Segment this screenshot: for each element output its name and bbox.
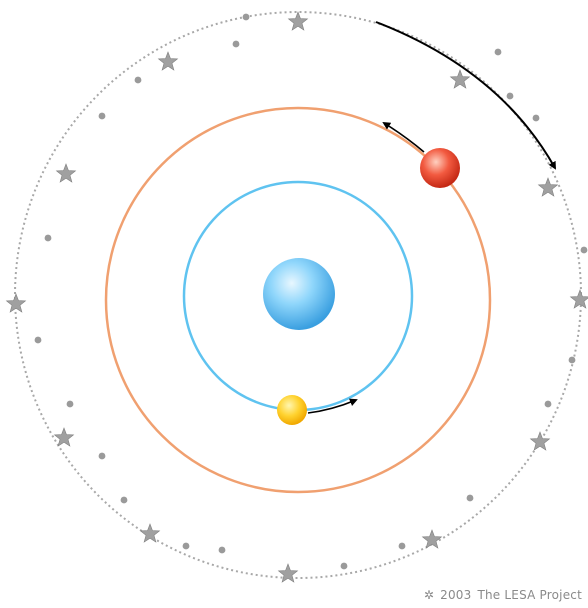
background-dot	[34, 336, 42, 344]
background-dot	[580, 246, 588, 254]
background-star-icon	[287, 11, 309, 31]
credit-year: 2003	[440, 588, 472, 602]
background-dot	[532, 114, 540, 122]
background-dot	[340, 562, 348, 570]
central-body-icon	[263, 258, 335, 330]
motion-arrow-icon	[307, 398, 358, 414]
background-stars	[5, 11, 588, 583]
motion-arrow-icon	[382, 121, 425, 153]
background-star-icon	[139, 523, 161, 543]
credit-line: ✲ 2003 The LESA Project	[424, 588, 582, 602]
motion-arrow-icon	[375, 21, 556, 170]
background-dot	[466, 494, 474, 502]
background-star-icon	[569, 289, 588, 309]
background-dot	[134, 76, 142, 84]
background-star-icon	[53, 427, 75, 447]
background-dot	[182, 542, 190, 550]
background-dot	[568, 356, 576, 364]
background-dot	[98, 452, 106, 460]
background-dot	[494, 48, 502, 56]
red-planet-icon	[420, 148, 460, 188]
background-dot	[232, 40, 240, 48]
background-dot	[120, 496, 128, 504]
background-dot	[398, 542, 406, 550]
background-dot	[66, 400, 74, 408]
background-dot	[544, 400, 552, 408]
credit-symbol-icon: ✲	[423, 588, 435, 602]
background-star-icon	[5, 293, 27, 313]
yellow-planet-icon	[277, 395, 307, 425]
background-star-icon	[157, 51, 179, 71]
background-dot	[44, 234, 52, 242]
middle-orbit	[104, 106, 492, 494]
background-star-icon	[277, 563, 299, 583]
background-star-icon	[449, 69, 471, 89]
background-star-icon	[421, 529, 443, 549]
background-star-icon	[55, 163, 77, 183]
background-dot	[98, 112, 106, 120]
background-dot	[218, 546, 226, 554]
background-dot	[242, 13, 250, 21]
credit-owner: The LESA Project	[477, 588, 582, 602]
background-dot	[506, 92, 514, 100]
background-star-icon	[537, 177, 559, 197]
background-star-icon	[529, 431, 551, 451]
